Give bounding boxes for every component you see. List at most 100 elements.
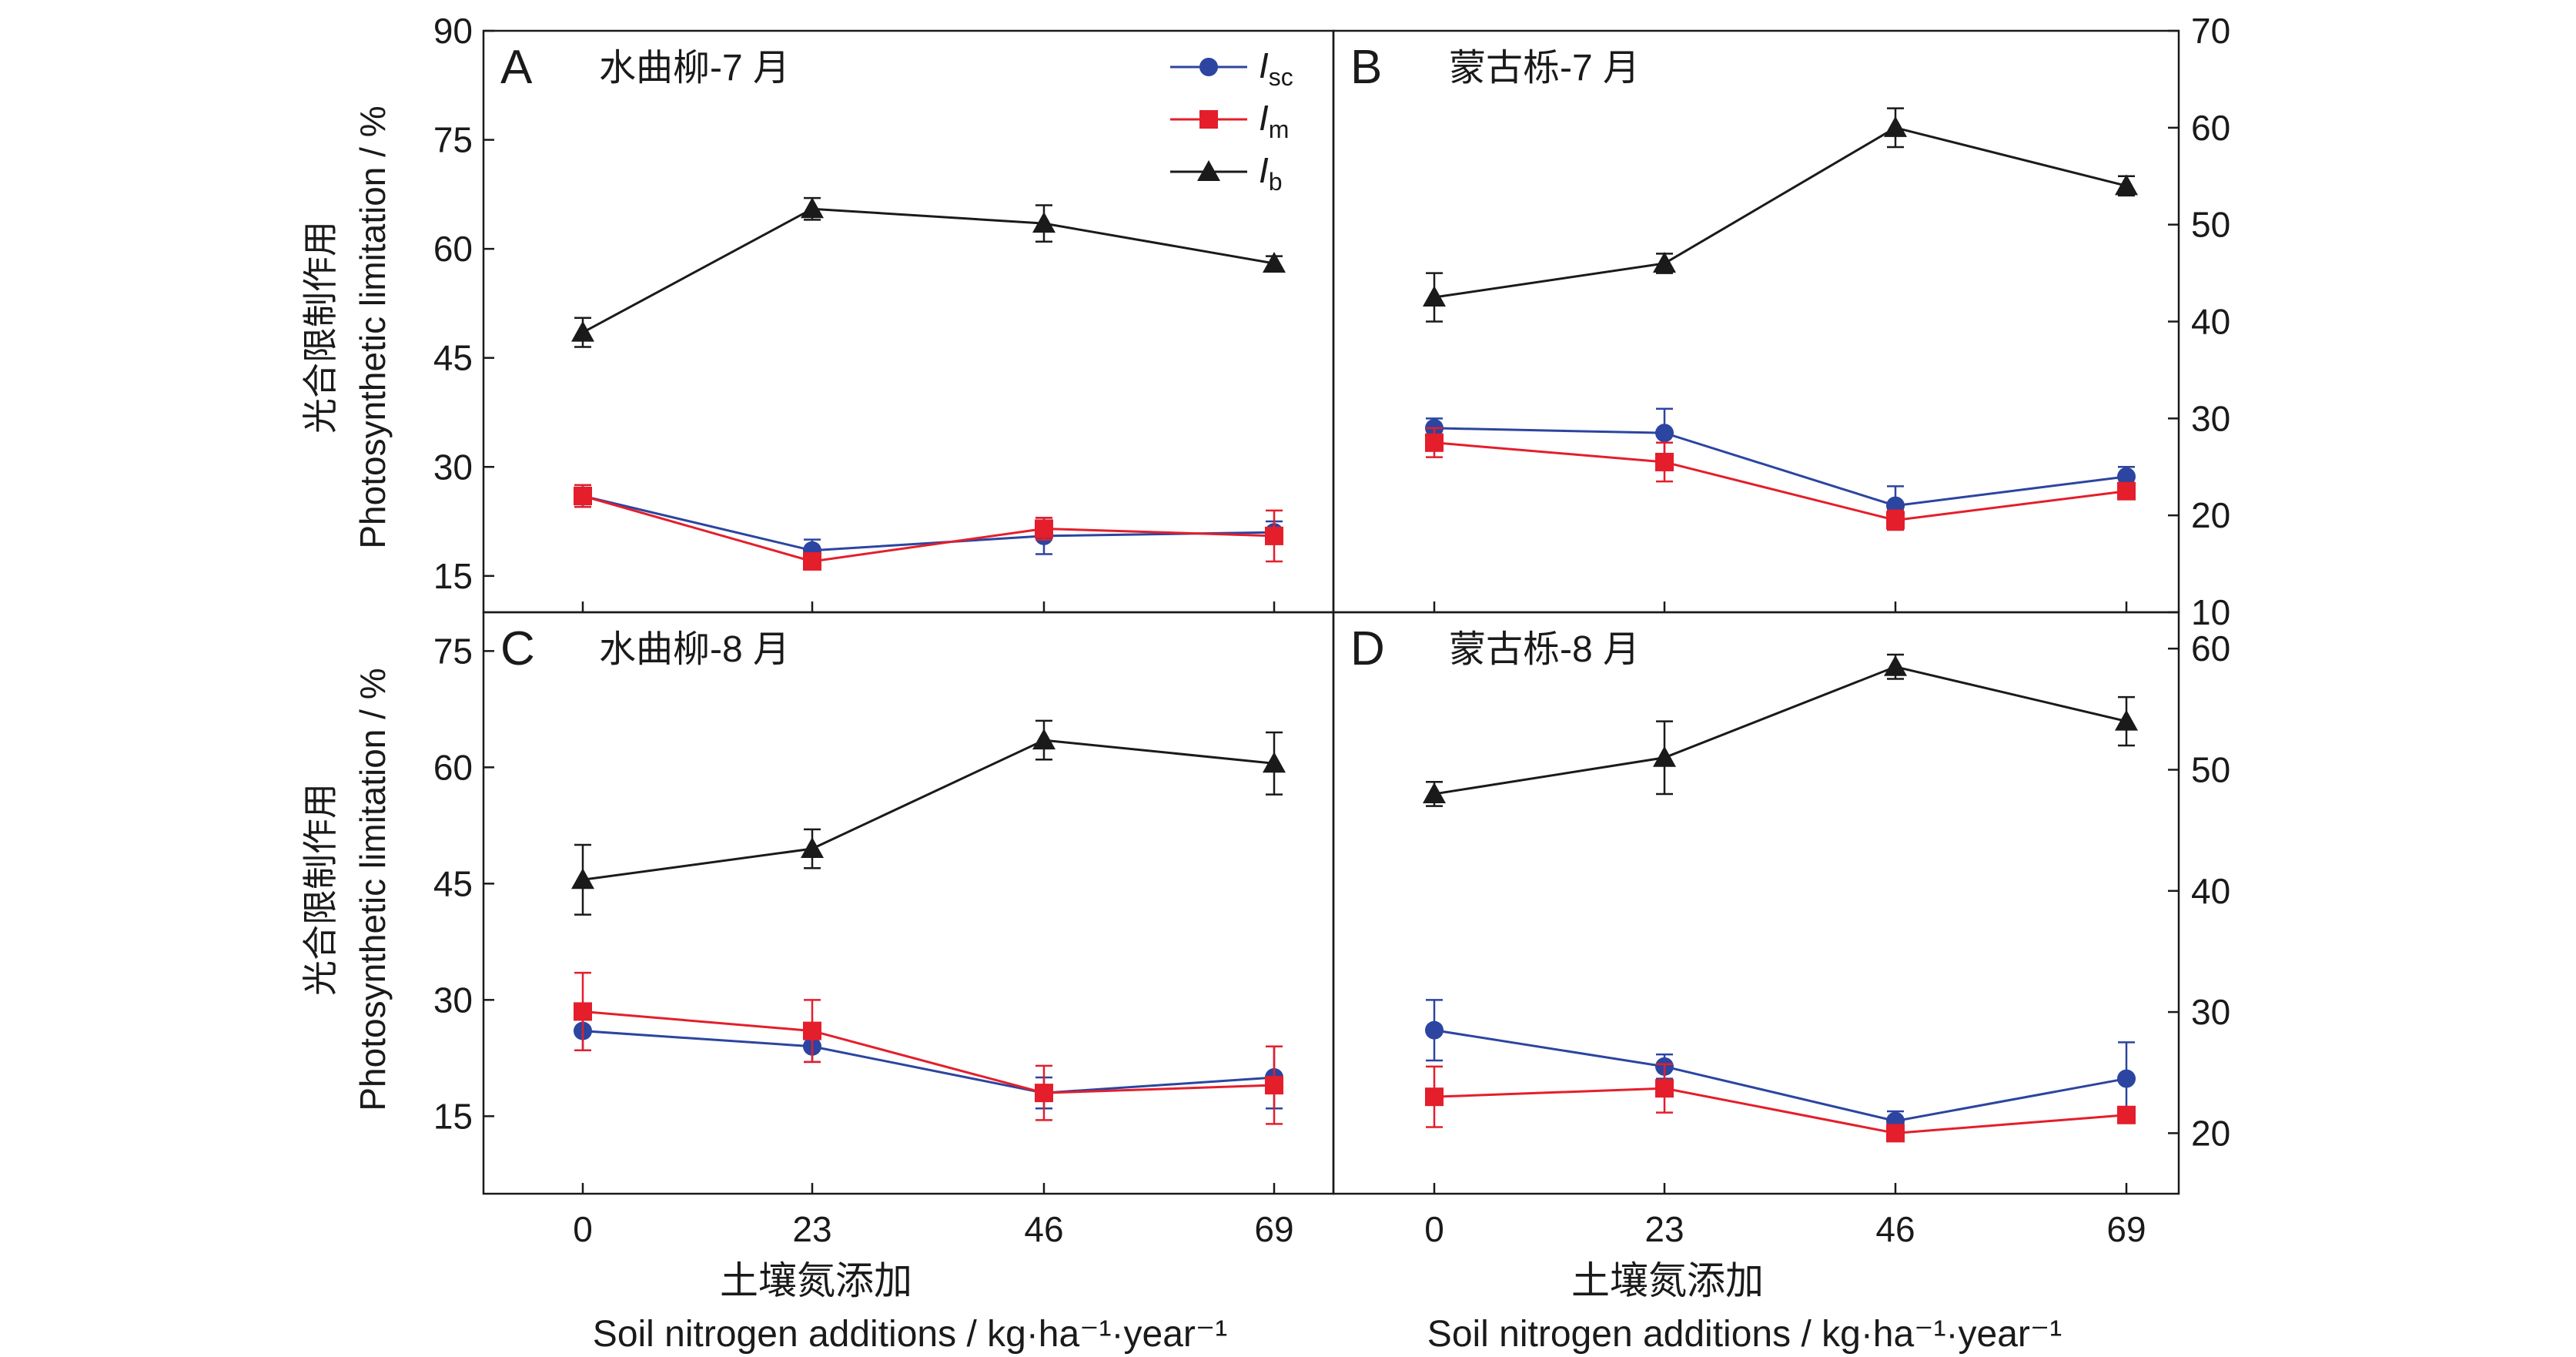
- series-line-ib: [1434, 126, 2127, 299]
- data-point-im: [1655, 1079, 1674, 1098]
- data-point-isc: [1655, 424, 1674, 443]
- y-tick-label: 20: [2191, 495, 2230, 535]
- y-tick-label: 75: [433, 120, 473, 160]
- x-tick-label: 23: [792, 1209, 831, 1249]
- data-point-ib: [1423, 782, 1446, 803]
- y-tick-label: 40: [2191, 871, 2230, 911]
- series-line-im: [582, 494, 1275, 563]
- legend-label-ib: Ib: [1259, 150, 1283, 196]
- panel-title: 水曲柳-7 月: [599, 48, 790, 89]
- data-point-isc: [2117, 467, 2136, 486]
- legend-marker-ib: [1197, 160, 1220, 181]
- x-tick-label: 0: [1424, 1209, 1444, 1249]
- data-point-im: [1035, 519, 1053, 538]
- y-tick-label: 50: [2191, 205, 2230, 245]
- series-line-isc: [1434, 427, 2127, 508]
- y-tick-label: 40: [2191, 302, 2230, 342]
- legend-subscript-isc: sc: [1269, 63, 1293, 91]
- y-tick-label: 15: [433, 556, 473, 596]
- panel-B: 10 20 30 40 50 60 70 B 蒙古栎-7 月: [1332, 11, 2230, 632]
- x-tick-label: 69: [1254, 1209, 1293, 1249]
- data-point-ib: [1263, 252, 1286, 273]
- y-axis-label-bottom: 光合限制作用 Photosynthetic limitation / %: [300, 668, 393, 1111]
- y-tick-label: 30: [2191, 992, 2230, 1032]
- data-point-im: [803, 551, 821, 571]
- panel-letter: C: [500, 622, 535, 675]
- panel-frame: [1332, 29, 2180, 614]
- y-tick-label: 90: [433, 11, 473, 51]
- data-point-im: [1886, 1124, 1905, 1143]
- x-tick-label: 46: [1024, 1209, 1063, 1249]
- y-tick-label: 60: [2191, 108, 2230, 148]
- legend-subscript-ib: b: [1269, 168, 1283, 196]
- series-ib: [1423, 653, 2138, 807]
- y-tick-label: 30: [2191, 398, 2230, 438]
- panels-layer: 15 30 45 60 75 90 A 水曲柳-7 月 10 20 30 40 50 60 70 B 蒙古栎-7…: [433, 11, 2230, 1249]
- panel-A: 15 30 45 60 75 90 A 水曲柳-7 月: [433, 11, 1335, 614]
- y-label-cn-top: 光合限制作用: [300, 221, 340, 434]
- panel-title: 蒙古栎-7 月: [1449, 48, 1640, 89]
- series-line-im: [1434, 441, 2127, 521]
- data-point-im: [1265, 1076, 1283, 1095]
- data-point-ib: [1423, 286, 1446, 307]
- data-point-ib: [571, 868, 594, 890]
- y-tick-label: 60: [433, 747, 473, 787]
- data-point-im: [1035, 1084, 1053, 1103]
- x-tick-label: 23: [1644, 1209, 1684, 1249]
- panel-title: 蒙古栎-8 月: [1449, 629, 1640, 670]
- series-ib: [571, 719, 1286, 916]
- data-point-im: [1655, 452, 1674, 471]
- data-point-im: [574, 487, 592, 505]
- data-point-ib: [1653, 252, 1676, 273]
- panel-frame: [482, 611, 1335, 1195]
- panel-frame: [1332, 611, 2180, 1195]
- x-tick-label: 46: [1875, 1209, 1915, 1249]
- series-ib: [1423, 107, 2138, 323]
- y-label-cn-bottom: 光合限制作用: [300, 783, 340, 996]
- series-im: [574, 971, 1283, 1125]
- data-point-im: [1265, 526, 1283, 545]
- panel-C: 15 30 45 60 75 0 23 46 69 C 水曲柳-8 月: [433, 611, 1335, 1249]
- data-point-ib: [1263, 752, 1286, 773]
- x-tick-label: 69: [2106, 1209, 2146, 1249]
- series-isc: [1425, 407, 2136, 526]
- y-tick-label: 75: [433, 631, 473, 671]
- y-tick-label: 45: [433, 338, 473, 378]
- data-point-ib: [2115, 174, 2138, 196]
- data-point-ib: [801, 197, 824, 219]
- series-line-ib: [582, 739, 1275, 881]
- panel-D: 20 30 40 50 60 0 23 46 69 D 蒙古栎-8 月: [1332, 611, 2230, 1249]
- y-label-en-top: Photosynthetic limitation / %: [353, 106, 393, 548]
- data-point-ib: [1032, 212, 1055, 233]
- y-tick-label: 60: [2191, 628, 2230, 668]
- x-label-cn-right: 土壤氮添加: [1571, 1259, 1764, 1302]
- data-point-im: [1425, 1087, 1444, 1107]
- y-tick-label: 15: [433, 1096, 473, 1136]
- series-im: [1425, 1063, 2136, 1143]
- series-isc: [574, 1010, 1283, 1110]
- data-point-im: [2117, 1105, 2136, 1124]
- data-point-ib: [1884, 655, 1907, 676]
- x-label-en-left: Soil nitrogen additions / kg·ha⁻¹·year⁻¹: [593, 1314, 1227, 1355]
- panel-letter: D: [1350, 622, 1385, 675]
- data-point-ib: [1653, 746, 1676, 767]
- legend-label-isc: Isc: [1259, 45, 1293, 91]
- series-line-im: [1434, 1087, 2127, 1134]
- data-point-ib: [1884, 116, 1907, 137]
- legend-subscript-im: m: [1269, 116, 1290, 143]
- data-point-im: [1886, 511, 1905, 530]
- x-label-cn-left: 土壤氮添加: [720, 1259, 912, 1302]
- data-point-isc: [1425, 1020, 1444, 1040]
- data-point-im: [803, 1021, 821, 1040]
- y-tick-label: 45: [433, 863, 473, 903]
- data-point-ib: [801, 837, 824, 859]
- data-point-ib: [1032, 729, 1055, 750]
- legend-marker-isc: [1199, 58, 1218, 76]
- series-line-isc: [1434, 1029, 2127, 1123]
- y-axis-label-top: 光合限制作用 Photosynthetic limitation / %: [300, 106, 393, 548]
- y-tick-label: 60: [433, 229, 473, 269]
- series-ib: [571, 196, 1286, 348]
- series-line-ib: [582, 207, 1275, 333]
- series-im: [574, 484, 1283, 571]
